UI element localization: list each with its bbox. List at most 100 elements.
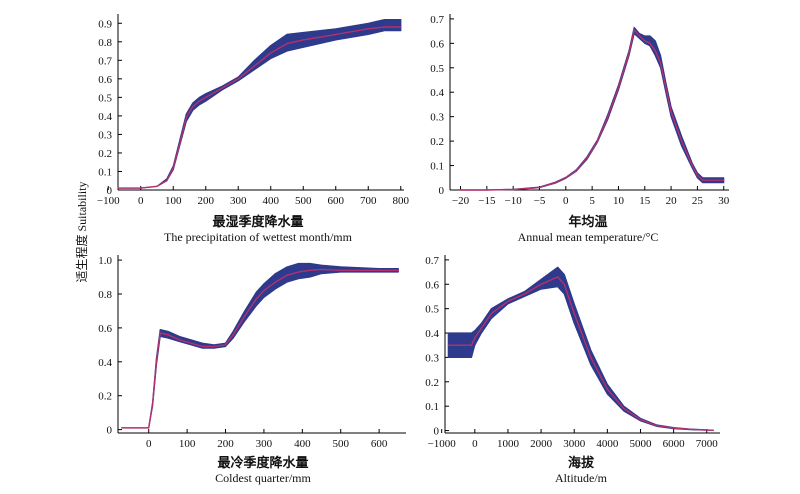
panel-coldest-quarter: 0 0.2 0.4 0.6 0.8 1.0 0 100 200 300 400 500 600 最冷季度… [98,255,406,485]
data-point [286,274,288,276]
y-tick-label: 1.0 [98,255,112,267]
x-tick-label: 3000 [563,438,586,450]
x-tick-label: 0 [146,438,152,450]
data-point [691,165,693,167]
data-point [689,428,691,430]
data-point [474,337,476,339]
x-tick-label: −20 [452,195,470,207]
x-tick-label: 5000 [629,438,652,450]
x-tick-label: 500 [295,195,312,207]
data-point [383,26,386,28]
y-tick-label: 0.5 [430,63,444,75]
data-point [447,344,449,346]
data-point [486,189,488,191]
x-axis-label-en: Coldest quarter/mm [215,471,311,485]
confidence-band [117,19,402,189]
data-point [470,344,473,346]
confidence-band [121,262,399,429]
data-point [367,28,369,30]
data-point [590,356,592,358]
data-point [639,419,642,421]
data-point [148,427,150,429]
data-point [654,50,656,52]
y-tick-label: 0.1 [430,161,444,173]
data-point [244,315,246,317]
x-tick-label: 400 [263,195,280,207]
data-point [185,117,187,119]
data-point [221,87,223,89]
y-tick-label: 0 [434,426,440,438]
data-point [286,43,288,45]
data-point [121,427,123,429]
x-tick-label: −1000 [428,438,457,450]
x-tick-label: 0 [138,195,144,207]
mean-response-line [460,29,724,191]
y-tick-label: 0.8 [98,289,112,301]
data-point [665,86,667,88]
data-point [512,188,514,191]
data-point [201,345,204,348]
x-tick-label: 400 [294,438,311,450]
data-point [633,29,635,31]
y-tick-label: 0.2 [98,391,112,403]
y-tick-label: 0.6 [98,74,112,86]
panel-2-plot: 0 0.1 0.2 0.3 0.4 0.5 0.6 0.7 −20 −15 −10 −5 0 5 10 15 2… [430,14,729,207]
data-point [172,167,174,169]
data-point [140,187,142,189]
data-point [178,339,180,341]
data-point [205,96,207,98]
x-axis-label-cn: 海拔 [568,455,595,470]
data-point [644,40,646,42]
data-point [156,185,158,187]
x-tick-label: 100 [179,438,196,450]
mean-response-line [118,26,401,189]
panel-precipitation-wettest: 00.10.20.30.40.50.60.70.80.9−100 0 100 200 3… [97,14,410,244]
data-point [702,179,704,181]
data-point [490,312,492,315]
x-tick-label: 10 [613,195,625,207]
x-tick-label: 0 [472,438,478,450]
y-tick-label: 0.4 [98,111,112,123]
data-point [237,78,239,80]
data-point [706,429,708,431]
x-tick-label: 600 [371,438,388,450]
x-axis-label-cn: 年均温 [568,214,607,229]
confidence-band [459,26,725,191]
panel-altitude: 00.10.20.30.40.50.60.7−1000 0 1000 2000 3000… [425,255,720,485]
x-tick-label: 100 [165,195,182,207]
data-point [649,42,651,44]
data-point [554,182,556,184]
data-point [586,157,588,159]
y-tick-label: 0.5 [425,304,439,316]
data-point [596,140,599,142]
x-tick-label: 300 [230,195,247,207]
x-tick-label: 700 [360,195,377,207]
x-tick-label: −5 [534,195,546,207]
y-tick-label: 0 [107,185,113,197]
data-point [656,425,658,427]
y-tick-label: 0.6 [430,38,444,50]
data-point [320,268,323,270]
x-axis-label-en: Altitude/m [555,471,608,485]
data-point [628,52,630,54]
data-point [198,100,200,102]
y-tick-label: 0.6 [425,279,439,291]
data-point [557,276,559,278]
data-point [638,35,641,37]
data-point [565,177,567,179]
data-point [712,429,715,431]
x-tick-label: 200 [217,438,234,450]
y-tick-label: 0.7 [98,55,112,67]
confidence-band [447,266,714,431]
data-point [232,334,234,336]
data-point [224,344,227,346]
data-point [309,269,311,271]
data-point [523,293,526,295]
data-point [270,52,272,54]
y-tick-label: 0.3 [98,129,112,141]
data-point [340,269,342,271]
data-point [573,312,575,315]
y-tick-label: 0.1 [425,401,439,413]
data-point [459,189,462,191]
data-point [192,106,194,108]
